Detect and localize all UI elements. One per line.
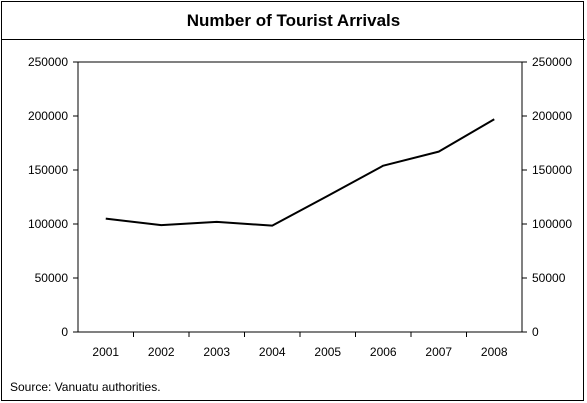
x-tick-label-2001: 2001: [92, 345, 119, 359]
y-tick-label-right: 200000: [532, 109, 572, 123]
y-tick-label-right: 50000: [532, 271, 566, 285]
y-tick-label-right: 100000: [532, 217, 572, 231]
series-line-0: [105, 118, 495, 227]
y-tick-label-right: 250000: [532, 55, 572, 69]
y-tick-label-right: 0: [532, 325, 539, 339]
y-tick-label-left: 200000: [28, 109, 68, 123]
y-tick-label-left: 100000: [28, 217, 68, 231]
x-tick-label-2008: 2008: [481, 345, 508, 359]
source-note: Source: Vanuatu authorities.: [10, 380, 161, 394]
x-tick-label-2004: 2004: [259, 345, 286, 359]
y-tick-label-left: 50000: [35, 271, 69, 285]
x-tick-label-2003: 2003: [203, 345, 230, 359]
chart-title: Number of Tourist Arrivals: [2, 2, 585, 40]
x-tick-label-2002: 2002: [148, 345, 175, 359]
x-tick-label-2005: 2005: [314, 345, 341, 359]
y-tick-label-left: 0: [61, 325, 68, 339]
y-tick-label-right: 150000: [532, 163, 572, 177]
y-tick-label-left: 150000: [28, 163, 68, 177]
plot-area: [77, 61, 523, 333]
y-tick-label-left: 250000: [28, 55, 68, 69]
x-tick-label-2006: 2006: [370, 345, 397, 359]
x-tick-label-2007: 2007: [425, 345, 452, 359]
